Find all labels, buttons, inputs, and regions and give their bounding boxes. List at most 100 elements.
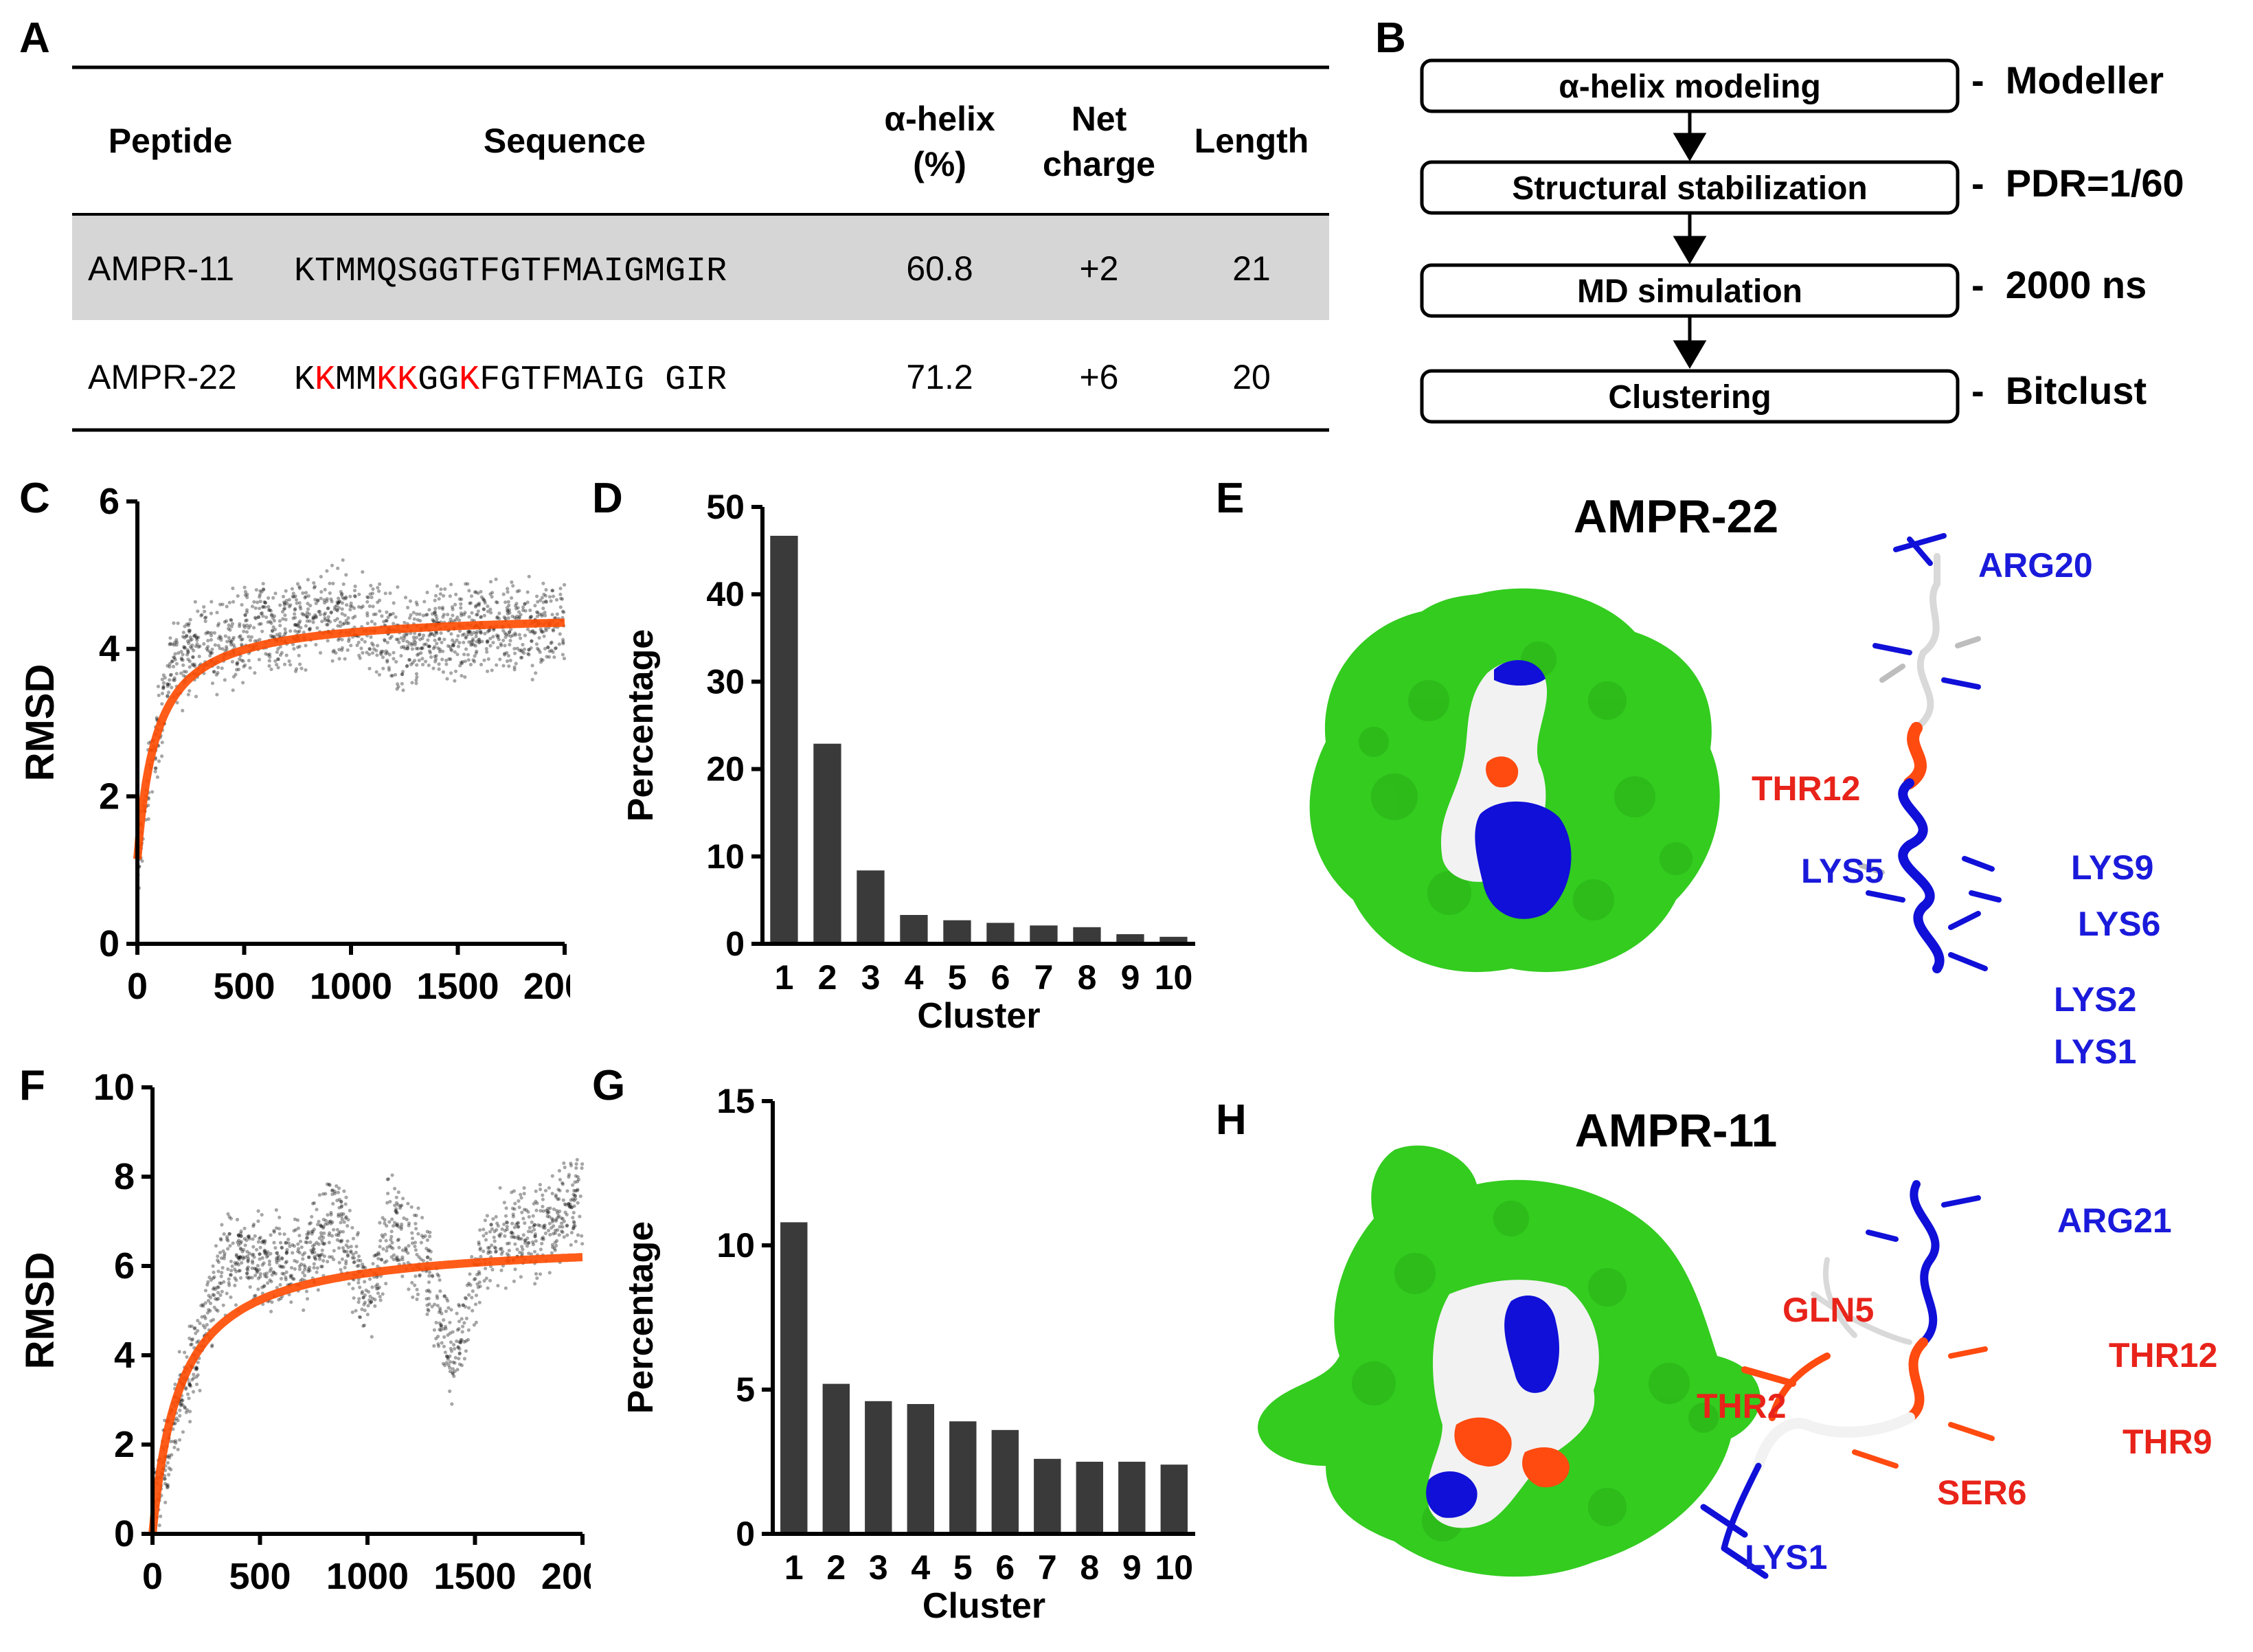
trajectory-point <box>426 1307 430 1311</box>
trajectory-point <box>543 613 547 618</box>
trajectory-point <box>320 1252 324 1256</box>
trajectory-point <box>572 1188 576 1192</box>
trajectory-point <box>555 1238 559 1243</box>
trajectory-point <box>505 1227 509 1232</box>
trajectory-point <box>284 1260 288 1264</box>
trajectory-point <box>517 1206 521 1210</box>
trajectory-point <box>467 1293 471 1297</box>
trajectory-point <box>339 1221 343 1225</box>
trajectory-point <box>414 1274 418 1278</box>
trajectory-point <box>226 626 231 631</box>
trajectory-point <box>413 643 417 647</box>
x-tick-label: 1 <box>784 1548 804 1587</box>
trajectory-point <box>356 1300 361 1304</box>
trajectory-point <box>561 1198 565 1202</box>
trajectory-point <box>334 651 338 655</box>
trajectory-point <box>279 1276 284 1281</box>
trajectory-point <box>482 599 487 603</box>
trajectory-point <box>247 659 251 663</box>
trajectory-point <box>536 648 541 652</box>
trajectory-point <box>188 1383 192 1387</box>
trajectory-point <box>463 675 467 679</box>
trajectory-point <box>552 1232 556 1236</box>
trajectory-point <box>470 1255 474 1259</box>
trajectory-point <box>371 1262 375 1266</box>
trajectory-point <box>280 1245 284 1249</box>
trajectory-point <box>567 1173 571 1177</box>
trajectory-point <box>272 1271 276 1275</box>
trajectory-point <box>190 662 194 666</box>
trajectory-point <box>150 790 155 794</box>
trajectory-point <box>432 611 437 615</box>
trajectory-point <box>225 1291 229 1295</box>
trajectory-point <box>425 613 429 617</box>
bar <box>1118 1462 1146 1534</box>
trajectory-point <box>235 1217 240 1222</box>
trajectory-point <box>536 611 540 615</box>
trajectory-point <box>356 1258 361 1263</box>
trajectory-point <box>228 639 232 643</box>
peptide-table: Peptide Sequence α-helix (%) Net charge … <box>72 65 1329 432</box>
trajectory-point <box>520 1245 524 1249</box>
trajectory-point <box>476 602 480 607</box>
trajectory-point <box>193 1326 197 1330</box>
trajectory-point <box>564 1203 568 1207</box>
trajectory-point <box>439 587 443 591</box>
trajectory-point <box>326 607 330 611</box>
bar <box>1030 925 1058 944</box>
trajectory-point <box>459 661 463 665</box>
trajectory-point <box>438 637 442 641</box>
trajectory-point <box>188 645 192 649</box>
row1-charge: +2 <box>1079 249 1118 288</box>
trajectory-point <box>531 1240 535 1244</box>
trajectory-point <box>530 1220 534 1224</box>
trajectory-point <box>397 1225 401 1229</box>
trajectory-point <box>392 657 396 661</box>
trajectory-point <box>260 1241 264 1245</box>
fit-curve <box>148 1253 583 1535</box>
trajectory-point <box>403 646 407 650</box>
residue-label: THR12 <box>2109 1336 2217 1374</box>
trajectory-point <box>212 1286 216 1290</box>
trajectory-point <box>337 1260 341 1265</box>
trajectory-point <box>225 640 229 644</box>
trajectory-point <box>527 1252 531 1256</box>
trajectory-point <box>519 613 523 617</box>
trajectory-point <box>358 1285 362 1289</box>
trajectory-point <box>425 590 429 595</box>
trajectory-point <box>546 646 550 650</box>
row2-sequence: KKMMKKGGKFGTFMAIG GIR <box>294 361 727 400</box>
trajectory-point <box>339 1212 343 1216</box>
trajectory-point <box>514 607 519 611</box>
trajectory-point <box>365 1313 370 1317</box>
trajectory-point <box>270 629 275 633</box>
trajectory-point <box>541 1237 546 1241</box>
trajectory-point <box>297 1267 302 1271</box>
trajectory-point <box>179 1402 183 1406</box>
trajectory-point <box>196 1339 201 1343</box>
trajectory-point <box>505 650 509 655</box>
trajectory-point <box>420 646 424 650</box>
arrow-down-icon <box>1673 340 1707 369</box>
trajectory-point <box>224 619 229 623</box>
trajectory-point <box>321 1236 326 1240</box>
trajectory-point <box>430 1304 434 1309</box>
trajectory-point <box>170 686 174 690</box>
trajectory-point <box>451 1367 455 1371</box>
trajectory-point <box>194 1366 199 1370</box>
trajectory-point <box>407 1221 411 1225</box>
y-axis-label: Percentage <box>621 629 661 822</box>
trajectory-point <box>363 640 367 644</box>
trajectory-point <box>554 1217 558 1221</box>
trajectory-point <box>438 1328 442 1332</box>
trajectory-point <box>256 1240 260 1244</box>
header-helix-line2: (%) <box>913 145 966 183</box>
trajectory-point <box>543 611 547 615</box>
trajectory-point <box>484 1238 488 1242</box>
trajectory-point <box>227 1283 231 1287</box>
trajectory-point <box>375 1282 380 1287</box>
trajectory-point <box>188 629 192 633</box>
trajectory-point <box>523 1238 527 1243</box>
trajectory-point <box>466 1337 471 1342</box>
trajectory-point <box>394 1195 398 1199</box>
